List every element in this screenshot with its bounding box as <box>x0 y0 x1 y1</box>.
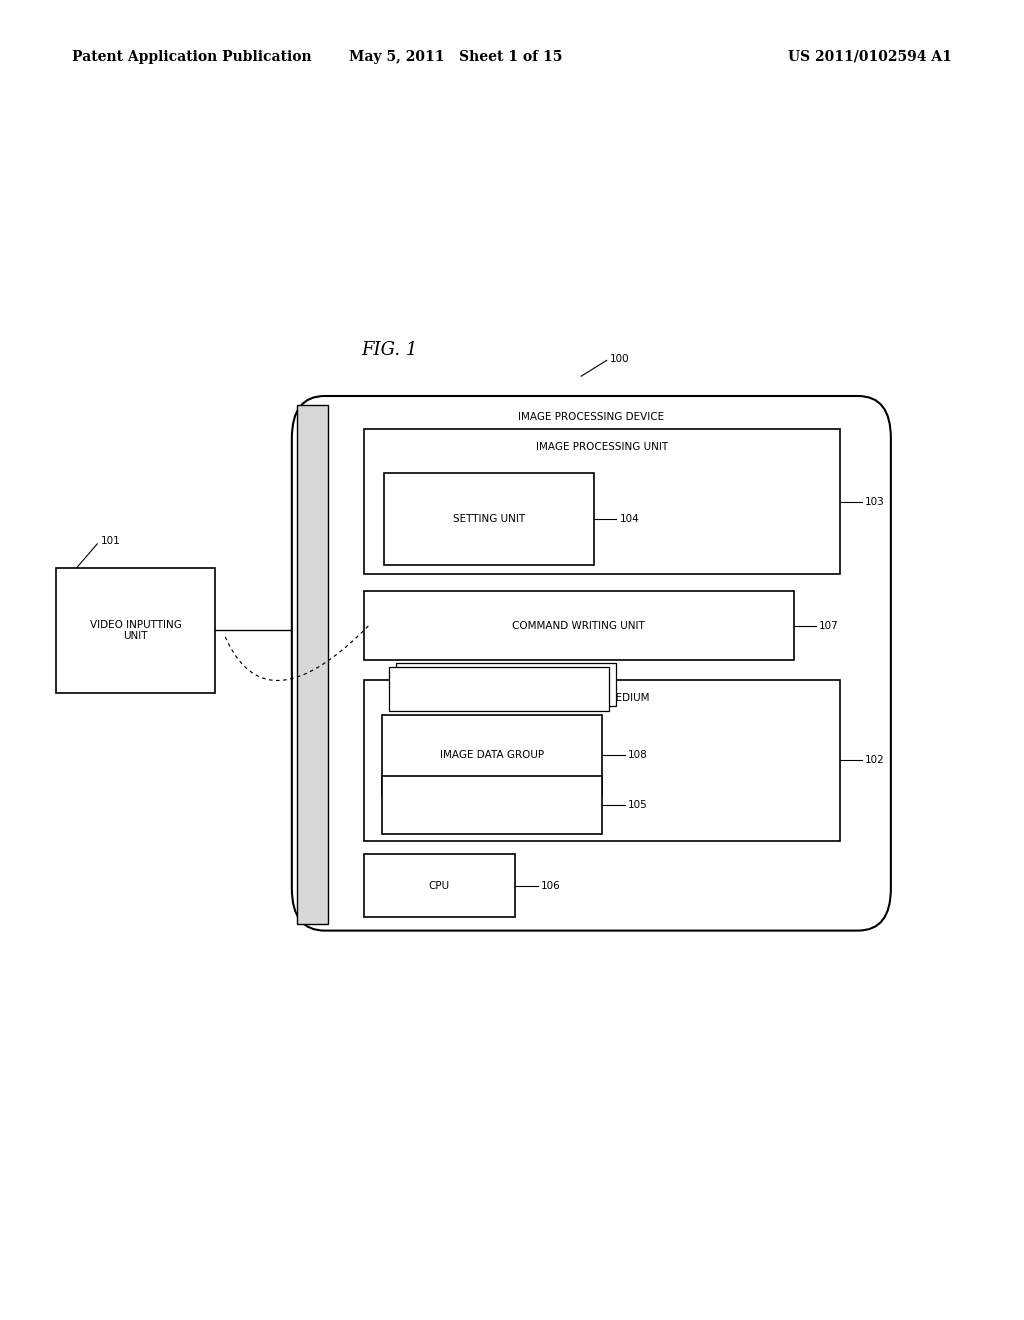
Text: VIDEO INPUTTING
UNIT: VIDEO INPUTTING UNIT <box>90 619 181 642</box>
Bar <box>364 429 840 574</box>
Bar <box>56 568 215 693</box>
Text: 106: 106 <box>541 880 560 891</box>
Text: COMMAND WRITING UNIT: COMMAND WRITING UNIT <box>512 620 645 631</box>
Text: FIG. 1: FIG. 1 <box>360 341 418 359</box>
Text: 101: 101 <box>100 536 120 546</box>
Text: 104: 104 <box>620 513 639 524</box>
Text: 103: 103 <box>865 496 885 507</box>
Text: Patent Application Publication: Patent Application Publication <box>72 50 311 63</box>
FancyBboxPatch shape <box>292 396 891 931</box>
Text: US 2011/0102594 A1: US 2011/0102594 A1 <box>788 50 952 63</box>
Text: IMAGE DATA GROUP: IMAGE DATA GROUP <box>440 750 544 760</box>
Bar <box>382 776 602 834</box>
Bar <box>384 473 594 565</box>
Text: May 5, 2011   Sheet 1 of 15: May 5, 2011 Sheet 1 of 15 <box>349 50 562 63</box>
Text: COMMAND LIST: COMMAND LIST <box>452 800 532 810</box>
Text: STORAGE MEDIUM: STORAGE MEDIUM <box>554 693 649 704</box>
Text: 102: 102 <box>865 755 885 766</box>
Text: 108: 108 <box>628 750 647 760</box>
Bar <box>389 667 609 710</box>
Bar <box>364 854 515 917</box>
Bar <box>297 405 328 924</box>
Text: 105: 105 <box>628 800 647 810</box>
Bar <box>396 663 616 706</box>
Bar <box>364 680 840 841</box>
Text: 107: 107 <box>819 620 839 631</box>
Bar <box>364 591 794 660</box>
Text: IMAGE PROCESSING UNIT: IMAGE PROCESSING UNIT <box>536 442 668 453</box>
Bar <box>382 715 602 795</box>
Text: CPU: CPU <box>429 880 450 891</box>
Text: SETTING UNIT: SETTING UNIT <box>453 513 525 524</box>
Text: 100: 100 <box>609 354 630 364</box>
Text: IMAGE PROCESSING DEVICE: IMAGE PROCESSING DEVICE <box>518 412 665 422</box>
